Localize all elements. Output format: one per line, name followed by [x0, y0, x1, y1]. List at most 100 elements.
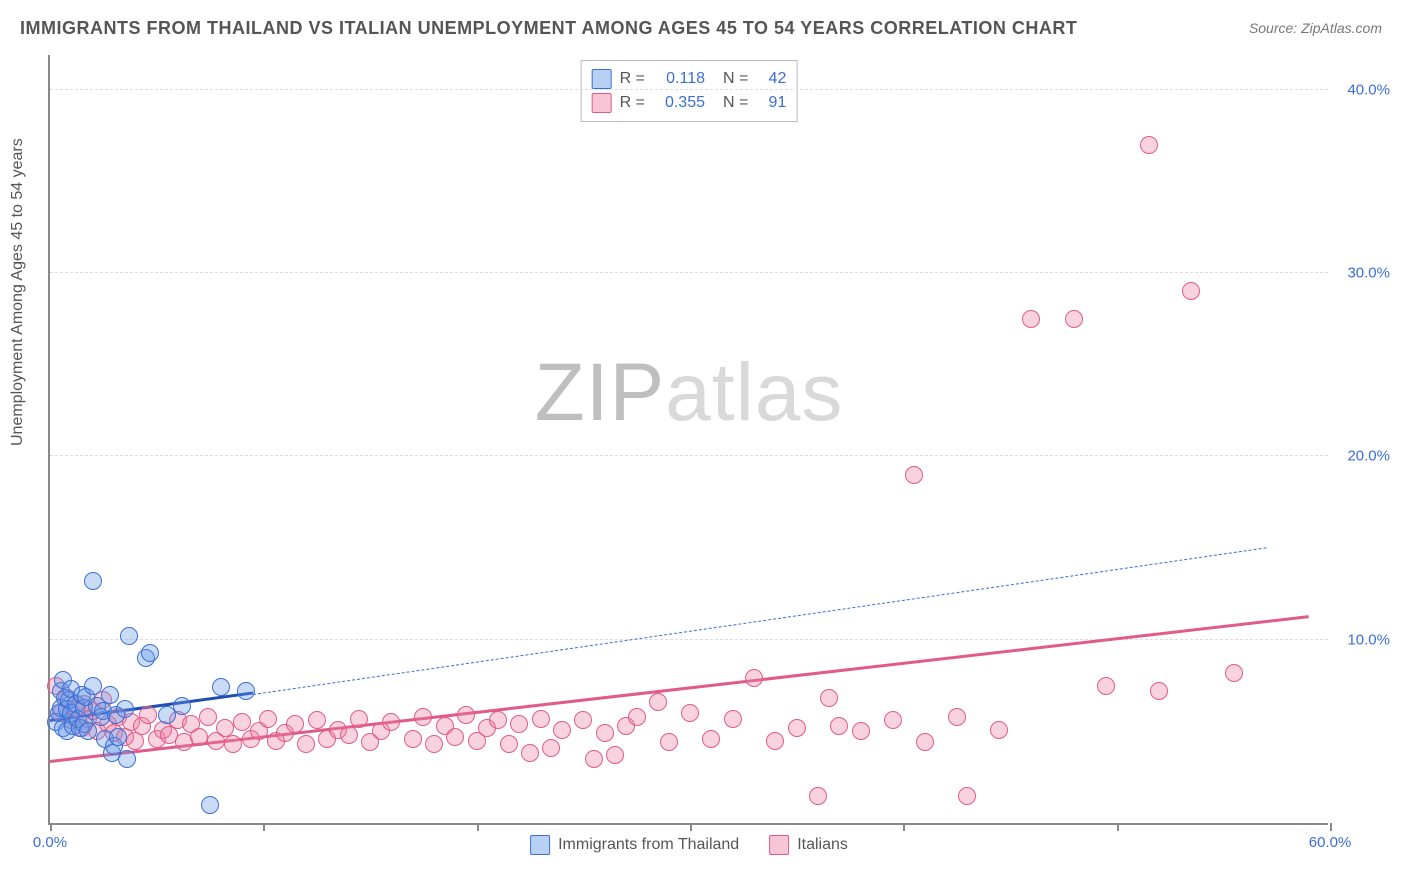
data-point [382, 713, 400, 731]
x-tick [690, 823, 692, 831]
watermark-suffix: atlas [665, 347, 843, 438]
legend-swatch [769, 835, 789, 855]
legend-swatch [592, 69, 612, 89]
data-point [553, 721, 571, 739]
x-tick-label: 60.0% [1309, 834, 1352, 851]
legend-series-label: Immigrants from Thailand [558, 836, 739, 854]
legend-n-value: 42 [756, 70, 786, 88]
data-point [596, 724, 614, 742]
legend-bottom-item: Italians [769, 835, 848, 855]
plot-area: ZIPatlas R =0.118N =42R =0.355N =91 Immi… [48, 55, 1328, 825]
data-point [585, 750, 603, 768]
data-point [116, 700, 134, 718]
data-point [820, 689, 838, 707]
data-point [84, 572, 102, 590]
x-tick [50, 823, 52, 831]
data-point [297, 735, 315, 753]
data-point [173, 697, 191, 715]
chart-title: IMMIGRANTS FROM THAILAND VS ITALIAN UNEM… [20, 18, 1077, 39]
data-point [702, 730, 720, 748]
data-point [1225, 664, 1243, 682]
data-point [425, 735, 443, 753]
legend-swatch [530, 835, 550, 855]
legend-r-label: R = [620, 94, 645, 112]
watermark-text: ZIPatlas [535, 346, 844, 440]
data-point [79, 722, 97, 740]
data-point [340, 726, 358, 744]
data-point [809, 787, 827, 805]
data-point [532, 710, 550, 728]
data-point [308, 711, 326, 729]
x-tick [1117, 823, 1119, 831]
gridline [50, 89, 1328, 90]
data-point [286, 715, 304, 733]
data-point [414, 708, 432, 726]
data-point [628, 708, 646, 726]
legend-n-label: N = [723, 94, 748, 112]
data-point [259, 710, 277, 728]
data-point [916, 733, 934, 751]
data-point [101, 686, 119, 704]
y-tick-label: 20.0% [1347, 448, 1390, 465]
gridline [50, 639, 1328, 640]
data-point [788, 719, 806, 737]
source-label: Source: ZipAtlas.com [1249, 20, 1382, 36]
data-point [884, 711, 902, 729]
data-point [1022, 310, 1040, 328]
data-point [958, 787, 976, 805]
y-tick-label: 10.0% [1347, 631, 1390, 648]
data-point [201, 796, 219, 814]
data-point [660, 733, 678, 751]
y-tick-label: 30.0% [1347, 265, 1390, 282]
data-point [1150, 682, 1168, 700]
data-point [224, 735, 242, 753]
data-point [141, 644, 159, 662]
data-point [1097, 677, 1115, 695]
data-point [1065, 310, 1083, 328]
gridline [50, 455, 1328, 456]
legend-inset-row: R =0.355N =91 [592, 91, 787, 115]
data-point [84, 677, 102, 695]
data-point [990, 721, 1008, 739]
data-point [139, 706, 157, 724]
data-point [521, 744, 539, 762]
legend-n-label: N = [723, 70, 748, 88]
data-point [500, 735, 518, 753]
data-point [948, 708, 966, 726]
data-point [852, 722, 870, 740]
legend-inset-row: R =0.118N =42 [592, 67, 787, 91]
data-point [237, 682, 255, 700]
data-point [766, 732, 784, 750]
gridline [50, 272, 1328, 273]
data-point [606, 746, 624, 764]
data-point [446, 728, 464, 746]
y-axis-title: Unemployment Among Ages 45 to 54 years [9, 138, 27, 446]
data-point [830, 717, 848, 735]
data-point [542, 739, 560, 757]
data-point [190, 728, 208, 746]
legend-swatch [592, 93, 612, 113]
legend-r-label: R = [620, 70, 645, 88]
data-point [724, 710, 742, 728]
data-point [118, 750, 136, 768]
legend-bottom-item: Immigrants from Thailand [530, 835, 739, 855]
x-tick [903, 823, 905, 831]
data-point [199, 708, 217, 726]
data-point [489, 711, 507, 729]
legend-r-value: 0.355 [653, 94, 705, 112]
data-point [404, 730, 422, 748]
data-point [457, 706, 475, 724]
data-point [109, 728, 127, 746]
data-point [1182, 282, 1200, 300]
data-point [905, 466, 923, 484]
data-point [1140, 136, 1158, 154]
legend-series-label: Italians [797, 836, 848, 854]
x-tick [1330, 823, 1332, 831]
legend-inset: R =0.118N =42R =0.355N =91 [581, 60, 798, 122]
data-point [745, 669, 763, 687]
x-tick [477, 823, 479, 831]
data-point [681, 704, 699, 722]
y-tick-label: 40.0% [1347, 81, 1390, 98]
data-point [649, 693, 667, 711]
data-point [212, 678, 230, 696]
